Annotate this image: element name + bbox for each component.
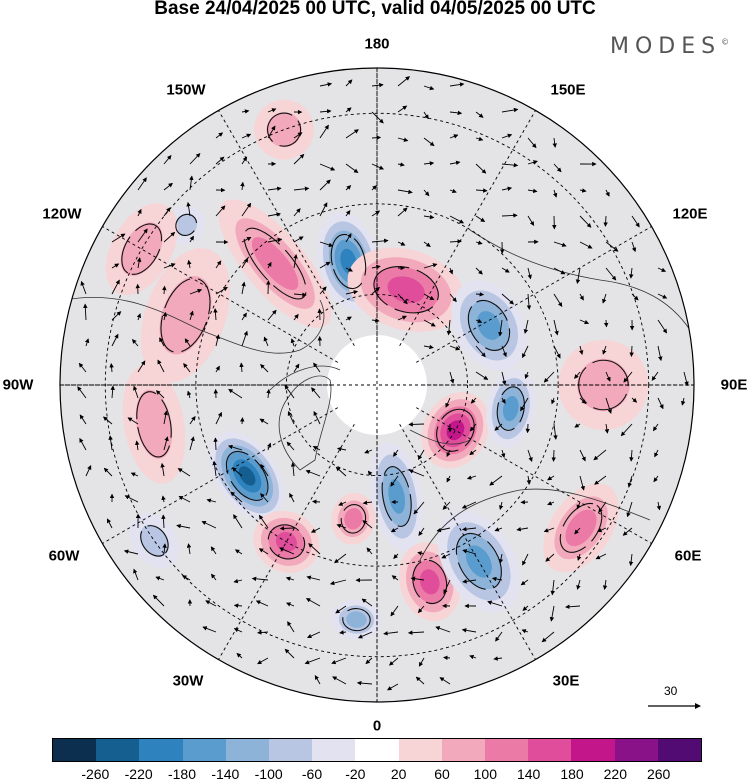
colorbar-tick-label: -60: [302, 766, 322, 782]
colorbar-swatch: [312, 739, 355, 761]
colorbar-swatch: [53, 739, 96, 761]
lon-label-90w: 90W: [3, 377, 34, 394]
colorbar-swatch: [355, 739, 398, 761]
lon-label-60e: 60E: [675, 548, 702, 565]
colorbar-tick-label: -180: [168, 766, 196, 782]
lon-label-60w: 60W: [49, 548, 80, 565]
colorbar: [52, 738, 702, 762]
wind-vector-arrow: [409, 424, 424, 425]
colorbar-swatch: [399, 739, 442, 761]
wind-vector-arrow: [319, 309, 320, 320]
colorbar-swatch: [96, 739, 139, 761]
wind-vector-arrow: [215, 438, 216, 450]
colorbar-tick-label: 100: [474, 766, 497, 782]
lon-label-120w: 120W: [42, 206, 81, 223]
wind-vector-arrow: [280, 528, 294, 529]
colorbar-tick-label: 220: [604, 766, 627, 782]
colorbar-tick-label: -220: [125, 766, 153, 782]
wind-vector-arrow: [444, 657, 450, 658]
wind-vector-arrow: [372, 137, 380, 138]
colorbar-swatch: [442, 739, 485, 761]
colorbar-tick-label: 140: [517, 766, 540, 782]
colorbar-swatch: [226, 739, 269, 761]
colorbar-ticks: -260 -220 -180 -140 -100 -60 -20 20 60 100 140 180 2…: [0, 766, 750, 784]
colorbar-tick-label: -260: [81, 766, 109, 782]
lon-label-150e: 150E: [550, 82, 585, 99]
lon-label-120e: 120E: [672, 206, 707, 223]
lon-label-0: 0: [373, 718, 381, 735]
reference-vector-value: 30: [664, 684, 677, 698]
wind-vector-arrow: [313, 501, 320, 502]
wind-vector-arrow: [242, 418, 243, 424]
colorbar-tick-label: 180: [560, 766, 583, 782]
wind-vector-arrow: [631, 346, 632, 356]
colorbar-tick-label: -140: [211, 766, 239, 782]
polar-map: [0, 0, 750, 735]
colorbar-swatch: [269, 739, 312, 761]
colorbar-swatch: [528, 739, 571, 761]
colorbar-swatch: [485, 739, 528, 761]
colorbar-swatch: [615, 739, 658, 761]
lon-label-150w: 150W: [166, 82, 205, 99]
colorbar-tick-label: 60: [434, 766, 450, 782]
wind-vector-arrow: [605, 216, 606, 226]
colorbar-swatch: [183, 739, 226, 761]
colorbar-tick-label: -20: [345, 766, 365, 782]
lon-label-180: 180: [364, 36, 389, 53]
lon-label-30e: 30E: [553, 673, 580, 690]
colorbar-tick-label: 20: [391, 766, 407, 782]
wind-vector-arrow: [476, 294, 483, 295]
wind-vector-arrow: [164, 286, 165, 294]
lon-label-30w: 30W: [173, 673, 204, 690]
colorbar-tick-label: -100: [255, 766, 283, 782]
colorbar-swatch: [658, 739, 701, 761]
reference-vector-arrow-icon: [646, 699, 706, 713]
colorbar-swatch: [139, 739, 182, 761]
colorbar-swatch: [571, 739, 614, 761]
lon-label-90e: 90E: [721, 377, 748, 394]
colorbar-tick-label: 260: [647, 766, 670, 782]
